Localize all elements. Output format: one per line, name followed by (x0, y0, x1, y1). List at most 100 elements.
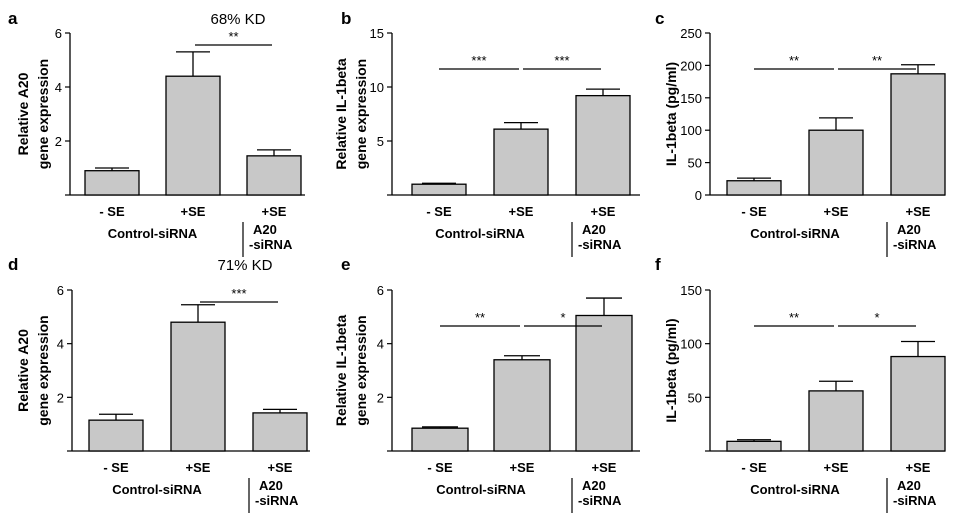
x-tick-label: +SE (509, 204, 534, 219)
panel-d: d 71% KD Relative A20 gene expression 2 4 6 - S… (8, 255, 310, 513)
x-tick-label: +SE (906, 460, 931, 475)
y-tick-label: 15 (370, 26, 384, 41)
group-label-control: Control-siRNA (436, 482, 526, 497)
x-tick-label: +SE (510, 460, 535, 475)
bar (575, 314, 633, 452)
y-tick-label: 0 (695, 188, 702, 203)
group-label-a20: A20 (253, 222, 277, 237)
y-axis-label: Relative IL-1beta (333, 315, 349, 426)
significance-label: ** (475, 310, 485, 325)
group-label-control: Control-siRNA (112, 482, 202, 497)
panel-letter: a (8, 9, 18, 28)
significance-label: * (874, 310, 879, 325)
y-tick-label: 200 (680, 58, 702, 73)
y-axis-label: gene expression (353, 59, 369, 170)
panel-letter: e (341, 255, 350, 274)
bar (246, 155, 302, 196)
x-tick-label: +SE (824, 460, 849, 475)
y-tick-label: 150 (680, 283, 702, 298)
bar (252, 412, 308, 452)
group-label-a20: -siRNA (893, 237, 937, 252)
x-tick-label: - SE (426, 204, 452, 219)
significance-label: ** (789, 53, 799, 68)
knockdown-annotation: 68% KD (210, 11, 265, 28)
y-axis-label: IL-1beta (pg/ml) (663, 318, 679, 422)
group-label-a20: A20 (897, 478, 921, 493)
significance-label: * (560, 310, 565, 325)
knockdown-annotation: 71% KD (217, 257, 272, 274)
y-axis-label: Relative IL-1beta (333, 58, 349, 169)
y-tick-label: 100 (680, 123, 702, 138)
bar (726, 440, 782, 452)
bar (726, 180, 782, 196)
bar (88, 419, 144, 452)
significance-label: ** (872, 53, 882, 68)
x-tick-label: +SE (181, 204, 206, 219)
group-label-a20: -siRNA (893, 493, 937, 508)
significance-label: *** (554, 53, 569, 68)
panel-e: e Relative IL-1beta gene expression 2 4 6 - SE… (333, 255, 640, 513)
x-tick-label: +SE (906, 204, 931, 219)
y-tick-label: 4 (57, 337, 64, 352)
bar (808, 129, 864, 196)
bar (411, 427, 469, 452)
bar (493, 359, 551, 452)
y-tick-label: 50 (688, 390, 702, 405)
group-label-a20: A20 (582, 222, 606, 237)
y-tick-label: 6 (57, 283, 64, 298)
significance-label: *** (231, 286, 246, 301)
bar (808, 390, 864, 452)
y-axis-label: gene expression (35, 315, 51, 426)
panel-b: b Relative IL-1beta gene expression 5 10 15 - … (333, 9, 640, 257)
y-tick-label: 6 (377, 283, 384, 298)
significance-label: *** (471, 53, 486, 68)
group-label-control: Control-siRNA (750, 482, 840, 497)
group-label-a20: A20 (582, 478, 606, 493)
bar (165, 75, 221, 196)
bar (84, 170, 140, 196)
x-tick-label: - SE (741, 460, 767, 475)
x-tick-label: +SE (592, 460, 617, 475)
group-label-control: Control-siRNA (435, 226, 525, 241)
group-label-a20: -siRNA (255, 493, 299, 508)
y-axis-label: gene expression (353, 315, 369, 426)
y-axis-label: Relative A20 (15, 329, 31, 412)
bar (890, 355, 946, 452)
group-label-control: Control-siRNA (750, 226, 840, 241)
significance-label: ** (789, 310, 799, 325)
y-tick-label: 5 (377, 134, 384, 149)
x-tick-label: +SE (824, 204, 849, 219)
panel-f: f IL-1beta (pg/ml) 50 100 150 - SE +SE +SE Contr… (655, 255, 946, 513)
y-tick-label: 2 (377, 390, 384, 405)
y-tick-label: 50 (688, 156, 702, 171)
bar (575, 94, 631, 196)
y-tick-label: 150 (680, 91, 702, 106)
y-axis-label: Relative A20 (15, 72, 31, 155)
x-tick-label: - SE (103, 460, 129, 475)
panel-letter: f (655, 255, 661, 274)
y-tick-label: 2 (55, 134, 62, 149)
group-label-control: Control-siRNA (108, 226, 198, 241)
panel-letter: c (655, 9, 664, 28)
panel-a: a 68% KD Relative A20 gene expression 2 4 6 - S… (8, 9, 305, 257)
y-tick-label: 4 (377, 337, 384, 352)
group-label-a20: -siRNA (249, 237, 293, 252)
group-label-a20: A20 (897, 222, 921, 237)
bar (493, 128, 549, 196)
y-tick-label: 100 (680, 337, 702, 352)
y-axis-label: gene expression (35, 59, 51, 170)
group-label-a20: -siRNA (578, 493, 622, 508)
panel-letter: b (341, 9, 351, 28)
bar (411, 183, 467, 196)
x-tick-label: - SE (741, 204, 767, 219)
group-label-a20: A20 (259, 478, 283, 493)
bar (170, 321, 226, 452)
panel-letter: d (8, 255, 18, 274)
x-tick-label: - SE (427, 460, 453, 475)
bar (890, 73, 946, 196)
y-tick-label: 6 (55, 26, 62, 41)
x-tick-label: - SE (99, 204, 125, 219)
y-tick-label: 4 (55, 80, 62, 95)
significance-label: ** (228, 29, 238, 44)
